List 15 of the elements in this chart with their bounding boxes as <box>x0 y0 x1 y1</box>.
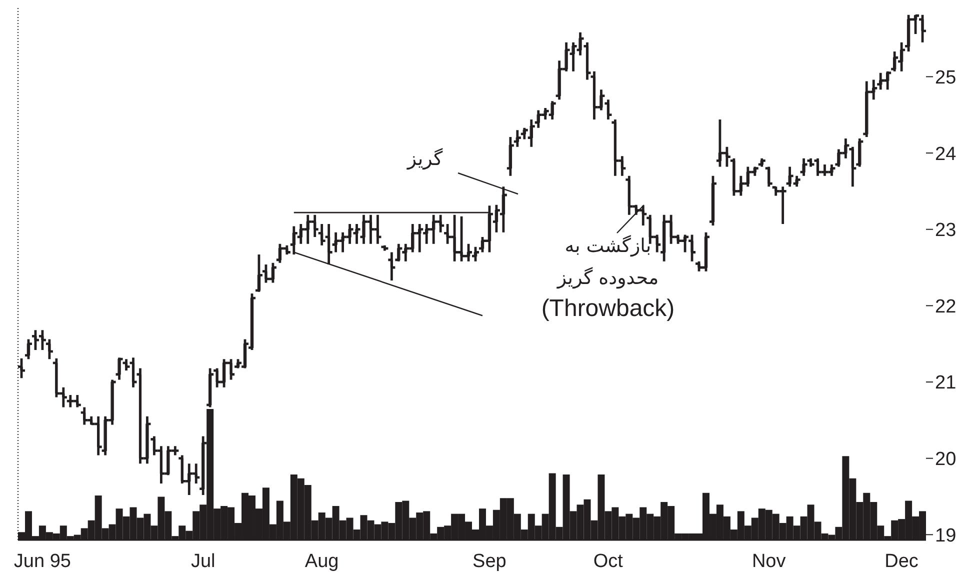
x-tick-label: Aug <box>304 551 339 572</box>
y-tick-label: 23 <box>935 220 956 242</box>
y-tick-label: 22 <box>935 296 956 318</box>
y-tick-label: 19 <box>935 525 956 546</box>
annotation: گریز <box>406 148 444 170</box>
x-tick-label: Jul <box>190 551 216 572</box>
x-tick-label: Dec <box>884 551 918 572</box>
x-tick-label: Sep <box>472 551 506 572</box>
y-tick-label: 24 <box>935 144 957 165</box>
x-tick-label: Oct <box>593 551 624 572</box>
y-tick-label: 20 <box>935 449 956 470</box>
y-tick-label: 21 <box>935 372 956 394</box>
x-tick-label: Nov <box>752 551 786 572</box>
x-tick-label: Jun 95 <box>14 551 71 572</box>
y-tick-label: 25 <box>935 67 956 88</box>
